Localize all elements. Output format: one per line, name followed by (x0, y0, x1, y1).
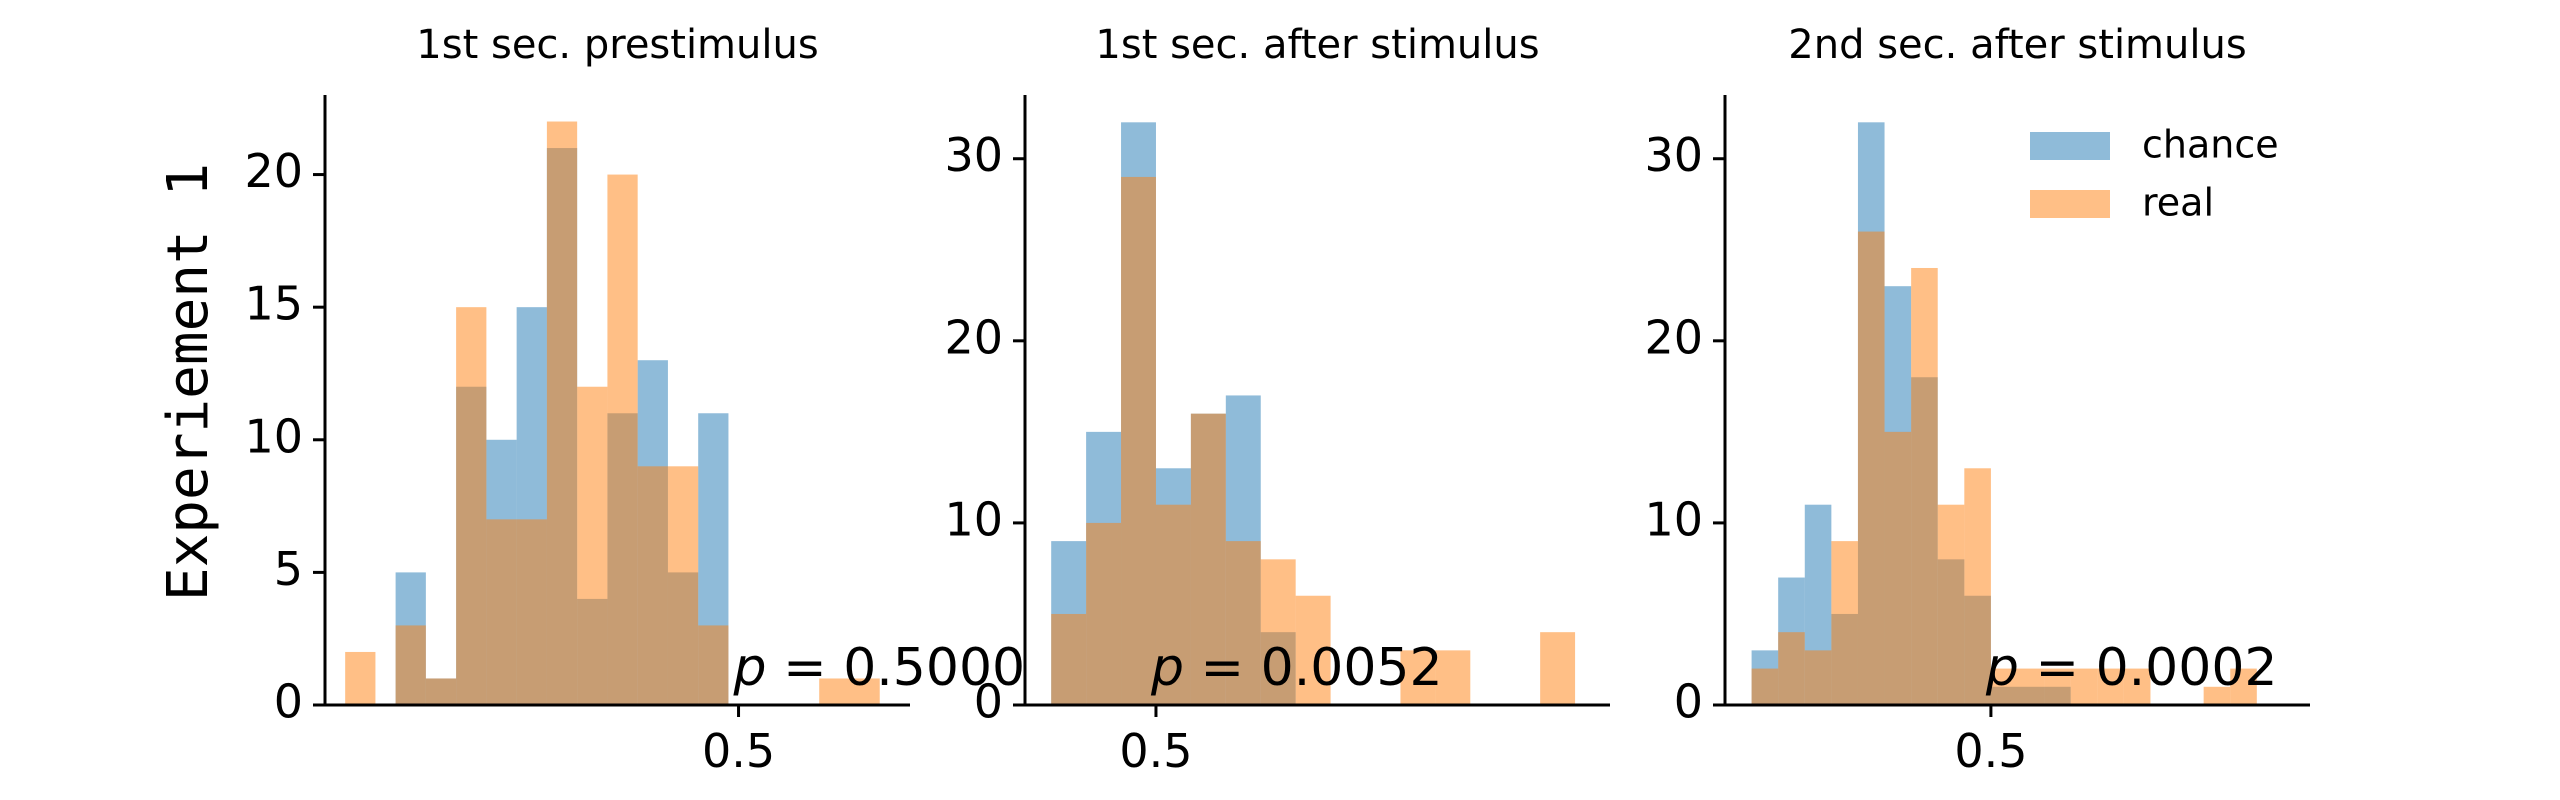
bar-real (667, 466, 699, 705)
bar-real (2230, 668, 2257, 705)
legend-label-chance: chance (2142, 123, 2279, 167)
panel-1st-sec-prestimulus: 0 5 10 15 20 0.5 1st sec. prestimulus p = 0.500… (244, 22, 1025, 778)
bar-real (1964, 468, 1991, 705)
legend-label-real: real (2142, 181, 2214, 225)
p-value-equals: = (767, 638, 844, 698)
y-tick-label: 20 (944, 310, 1003, 364)
bar-real (1155, 504, 1191, 705)
panel-1st-sec-after-stimulus: 0 10 20 30 0.5 1st sec. after stimulus p = 0.0… (944, 22, 1610, 778)
bar-real (345, 651, 376, 705)
x-tick-label: 0.5 (1954, 724, 2027, 778)
bar-real (456, 307, 487, 705)
bar-real (637, 466, 668, 705)
bar-real (1831, 541, 1858, 705)
bar-real (1990, 668, 2018, 705)
p-value-symbol: p (733, 638, 767, 698)
bar-real (1190, 413, 1226, 705)
bar-real (849, 678, 880, 705)
y-tick-label: 20 (1644, 310, 1703, 364)
bar-real (2097, 668, 2124, 705)
bar-real (2044, 668, 2071, 705)
bar-real (1435, 650, 1471, 705)
bar-real (486, 519, 517, 705)
bar-real (2070, 668, 2098, 705)
bar-real (1884, 431, 1912, 705)
y-tick-label: 10 (1644, 492, 1703, 546)
bar-real (1225, 541, 1261, 705)
bar-real (2123, 668, 2151, 705)
legend-swatch-real (2030, 190, 2110, 218)
p-value-symbol: p (1150, 638, 1184, 698)
panel-2nd-sec-after-stimulus: 0 10 20 30 0.5 2nd sec. after stimulus p = 0.0… (1644, 22, 2310, 778)
p-value-annotation: p = 0.0052 (1150, 638, 1443, 698)
y-tick-label: 10 (244, 409, 303, 463)
bar-real (1911, 267, 1938, 705)
p-value-equals: = (1184, 638, 1261, 698)
legend: chance real (2030, 123, 2279, 225)
p-value-symbol: p (1985, 638, 2019, 698)
y-tick-label: 15 (244, 277, 303, 331)
chart-title-2nd-sec-after-stimulus: 2nd sec. after stimulus (1788, 22, 2246, 68)
bar-real (395, 625, 426, 705)
y-tick-label: 0 (974, 675, 1003, 729)
bar-real (2203, 686, 2231, 705)
y-tick-label: 30 (944, 128, 1003, 182)
y-tick-label: 0 (274, 675, 303, 729)
x-tick-label: 0.5 (1119, 724, 1192, 778)
bar-real (1540, 632, 1576, 705)
bar-real (1937, 504, 1965, 705)
y-tick-label: 30 (1644, 128, 1703, 182)
bar-real (1121, 176, 1156, 705)
p-value-equals: = (2019, 638, 2096, 698)
bar-real (819, 678, 850, 705)
bar-real (516, 519, 547, 705)
bar-real (1778, 632, 1805, 705)
bar-real (1804, 650, 1832, 705)
bar-real (1086, 522, 1122, 705)
bar-real (1051, 613, 1087, 705)
p-value-number: 0.0052 (1261, 638, 1443, 698)
bar-real (1857, 231, 1885, 705)
y-tick-label: 5 (274, 542, 303, 596)
chart-title-1st-sec-prestimulus: 1st sec. prestimulus (416, 22, 818, 68)
y-tick-label: 10 (944, 492, 1003, 546)
y-tick-label: 0 (1674, 675, 1703, 729)
x-tick-label: 0.5 (702, 724, 775, 778)
bar-real (1751, 668, 1779, 705)
bar-real (1400, 650, 1436, 705)
legend-swatch-chance (2030, 132, 2110, 160)
bar-real (425, 678, 457, 705)
p-value-number: 0.5000 (843, 638, 1025, 698)
bar-real (607, 174, 638, 706)
bar-real (698, 625, 729, 705)
p-value-annotation: p = 0.5000 (733, 638, 1026, 698)
p-value-number: 0.0002 (2096, 638, 2278, 698)
p-value-annotation: p = 0.0002 (1985, 638, 2278, 698)
bar-real (1260, 559, 1296, 705)
chart-title-1st-sec-after-stimulus: 1st sec. after stimulus (1095, 22, 1539, 68)
row-label-experiment-1: Experiement 1 (156, 163, 221, 601)
bar-real (546, 121, 578, 706)
y-tick-label: 20 (244, 144, 303, 198)
bar-real (1295, 595, 1331, 705)
bar-real (2017, 668, 2045, 705)
bar-real (577, 386, 608, 705)
